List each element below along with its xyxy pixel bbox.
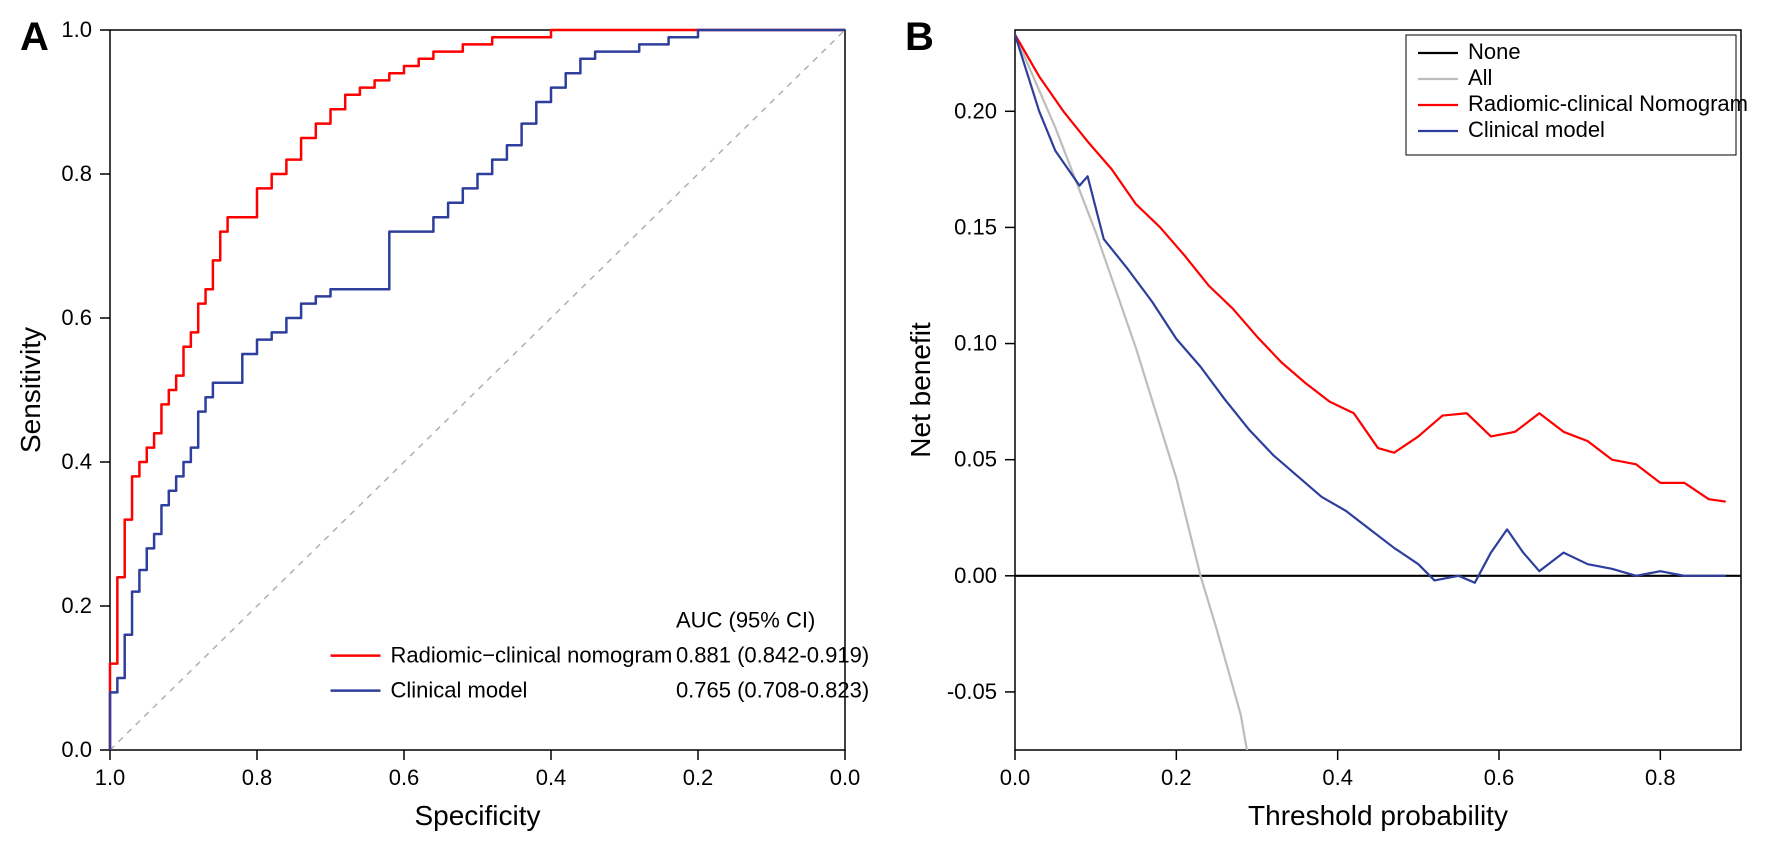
legend-label: Clinical model xyxy=(391,678,528,703)
panel-label: A xyxy=(20,15,49,59)
panel-label: B xyxy=(905,15,934,59)
x-tick-label: 0.0 xyxy=(1000,765,1031,790)
x-tick-label: 0.6 xyxy=(389,765,420,790)
x-tick-label: 0.0 xyxy=(830,765,861,790)
y-tick-label: 0.00 xyxy=(954,563,997,588)
x-tick-label: 1.0 xyxy=(95,765,126,790)
y-tick-label: 0.2 xyxy=(61,593,92,618)
figure: 1.0 0.8 0.6 0.4 0.2 0.0 0.0 0.2 0.4 0.6 0.8 1.0 Spec… xyxy=(0,0,1771,860)
legend-label: Radiomic−clinical nomogram xyxy=(391,643,673,668)
x-axis-title: Specificity xyxy=(414,800,540,831)
y-tick-label: 0.20 xyxy=(954,98,997,123)
x-tick-label: 0.4 xyxy=(1322,765,1353,790)
y-tick-label: 0.05 xyxy=(954,447,997,472)
x-axis-title: Threshold probability xyxy=(1248,800,1508,831)
legend-label: Radiomic-clinical Nomogram xyxy=(1468,91,1748,116)
y-tick-label: -0.05 xyxy=(947,679,997,704)
y-axis-title: Net benefit xyxy=(905,322,936,458)
y-tick-label: 0.8 xyxy=(61,161,92,186)
x-tick-label: 0.8 xyxy=(1645,765,1676,790)
x-tick-label: 0.2 xyxy=(683,765,714,790)
legend-auc: 0.765 (0.708-0.823) xyxy=(676,678,869,703)
x-tick-label: 0.4 xyxy=(536,765,567,790)
legend-header: AUC (95% CI) xyxy=(676,608,815,633)
legend-label: None xyxy=(1468,39,1521,64)
dca-series xyxy=(1015,35,1249,762)
y-tick-label: 0.4 xyxy=(61,449,92,474)
legend-label: Clinical model xyxy=(1468,117,1605,142)
x-tick-label: 0.6 xyxy=(1484,765,1515,790)
x-tick-label: 0.2 xyxy=(1161,765,1192,790)
roc-chart: 1.0 0.8 0.6 0.4 0.2 0.0 0.0 0.2 0.4 0.6 0.8 1.0 Spec… xyxy=(0,0,885,860)
legend-auc: 0.881 (0.842-0.919) xyxy=(676,643,869,668)
panel-a: 1.0 0.8 0.6 0.4 0.2 0.0 0.0 0.2 0.4 0.6 0.8 1.0 Spec… xyxy=(0,0,885,860)
y-tick-label: 0.0 xyxy=(61,737,92,762)
x-tick-label: 0.8 xyxy=(242,765,273,790)
y-axis-title: Sensitivity xyxy=(15,327,46,453)
y-tick-label: 0.6 xyxy=(61,305,92,330)
y-tick-label: 0.10 xyxy=(954,331,997,356)
y-tick-label: 0.15 xyxy=(954,214,997,239)
legend-label: All xyxy=(1468,65,1492,90)
panel-b: 0.0 0.2 0.4 0.6 0.8 -0.05 0.00 0.05 0.10 0.15 0.20… xyxy=(885,0,1771,860)
decision-curve-chart: 0.0 0.2 0.4 0.6 0.8 -0.05 0.00 0.05 0.10 0.15 0.20… xyxy=(885,0,1771,860)
legend: NoneAllRadiomic-clinical NomogramClinica… xyxy=(1406,35,1748,155)
y-tick-label: 1.0 xyxy=(61,17,92,42)
legend: AUC (95% CI)Radiomic−clinical nomogram0.… xyxy=(331,608,870,703)
